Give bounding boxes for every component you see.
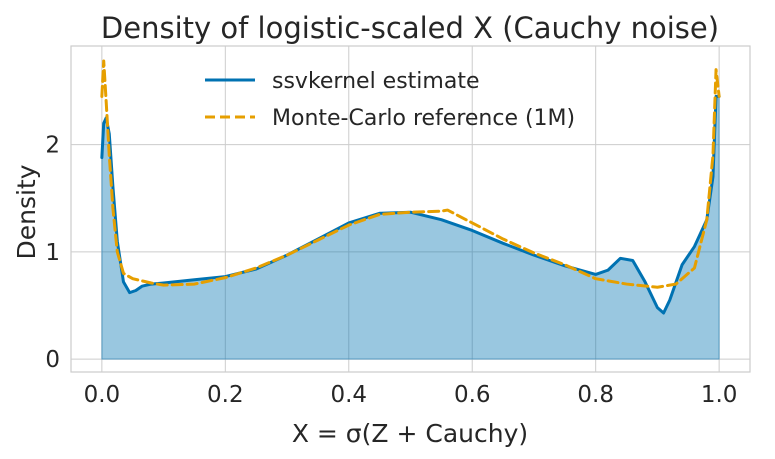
x-tick-label: 0.6	[454, 382, 491, 408]
legend-label-monte-carlo: Monte-Carlo reference (1M)	[272, 106, 575, 131]
x-tick-labels: 0.0 0.2 0.4 0.6 0.8 1.0	[84, 382, 738, 408]
legend-label-ssvkernel: ssvkernel estimate	[272, 69, 480, 94]
chart-title: Density of logistic-scaled X (Cauchy noi…	[101, 11, 719, 45]
y-tick-labels: 0 1 2	[45, 133, 60, 373]
x-tick-label: 0.2	[207, 382, 244, 408]
series-line-1	[100, 59, 721, 289]
grid-lines	[71, 46, 750, 372]
series-lines	[100, 59, 721, 315]
y-tick-label: 0	[45, 347, 60, 373]
y-tick-label: 1	[45, 240, 60, 266]
series-line-0	[100, 94, 721, 315]
y-tick-label: 2	[45, 133, 60, 159]
x-tick-label: 0.0	[84, 382, 121, 408]
plot-frame	[70, 45, 751, 373]
density-area	[101, 95, 720, 360]
y-axis-label: Density	[12, 164, 41, 259]
series-area-0	[101, 95, 720, 360]
x-tick-label: 0.4	[330, 382, 367, 408]
legend: ssvkernel estimate Monte-Carlo reference…	[205, 69, 575, 131]
x-axis-label: X = σ(Z + Cauchy)	[292, 419, 528, 448]
x-tick-label: 0.8	[577, 382, 614, 408]
x-tick-label: 1.0	[701, 382, 738, 408]
